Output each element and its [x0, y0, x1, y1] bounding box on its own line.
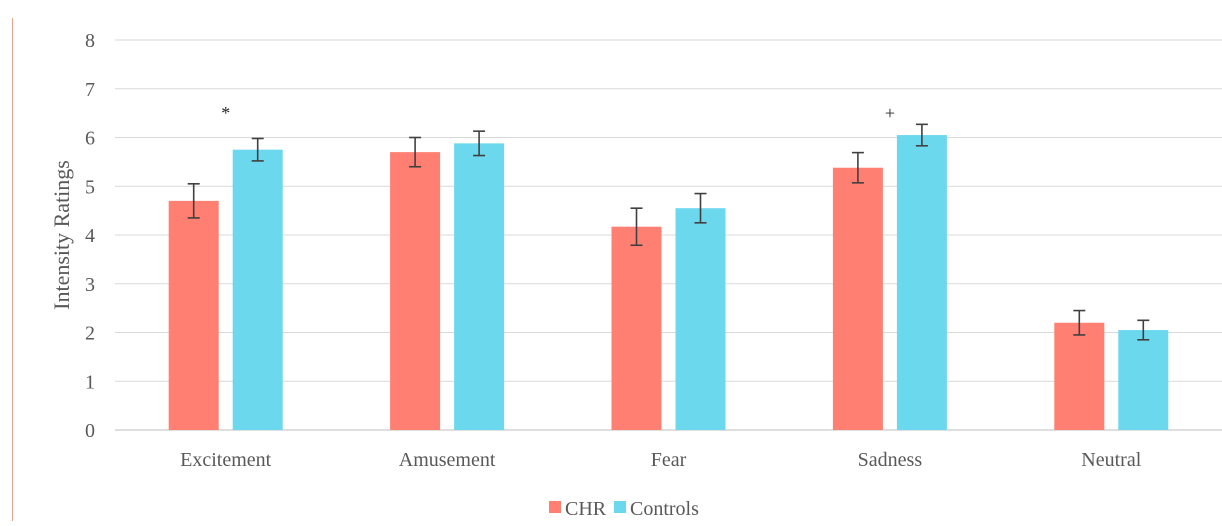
bar	[454, 143, 505, 430]
y-tick-label: 2	[85, 323, 95, 345]
bar	[675, 208, 726, 430]
x-tick-label: Neutral	[1081, 449, 1141, 471]
bar	[1118, 330, 1169, 430]
bar	[611, 226, 662, 430]
bar	[390, 152, 441, 430]
x-tick-labels: Excitement Amusement Fear Sadness Neutral	[180, 449, 1142, 471]
y-tick-labels: 0 1 2 3 4 5 6 7 8	[85, 30, 95, 442]
x-tick-label: Fear	[651, 449, 687, 471]
bars	[168, 135, 1169, 430]
y-tick-label: 5	[85, 176, 95, 198]
left-border-line	[12, 18, 13, 521]
annotations: * +	[221, 103, 895, 123]
bar	[168, 200, 219, 430]
legend-label: CHR	[565, 498, 607, 520]
y-tick-label: 1	[85, 371, 95, 393]
bar	[896, 135, 947, 430]
x-tick-label: Excitement	[180, 449, 272, 471]
legend-label: Controls	[630, 498, 699, 520]
legend: CHR Controls	[549, 498, 699, 520]
y-tick-label: 0	[85, 420, 95, 442]
y-tick-label: 6	[85, 128, 95, 150]
y-tick-label: 7	[85, 79, 95, 101]
significance-marker: +	[885, 103, 895, 123]
bar	[832, 167, 883, 430]
legend-swatch	[614, 501, 626, 513]
x-tick-label: Amusement	[399, 449, 496, 471]
y-axis-label: Intensity Ratings	[49, 160, 74, 310]
y-tick-label: 8	[85, 30, 95, 52]
significance-marker: *	[221, 103, 230, 123]
bar	[232, 149, 283, 430]
y-tick-label: 4	[85, 225, 95, 247]
gridlines	[115, 39, 1222, 431]
bar	[1054, 322, 1105, 430]
y-tick-label: 3	[85, 274, 95, 296]
legend-swatch	[549, 501, 561, 513]
error-bars	[187, 123, 1150, 341]
x-tick-label: Sadness	[858, 449, 923, 471]
